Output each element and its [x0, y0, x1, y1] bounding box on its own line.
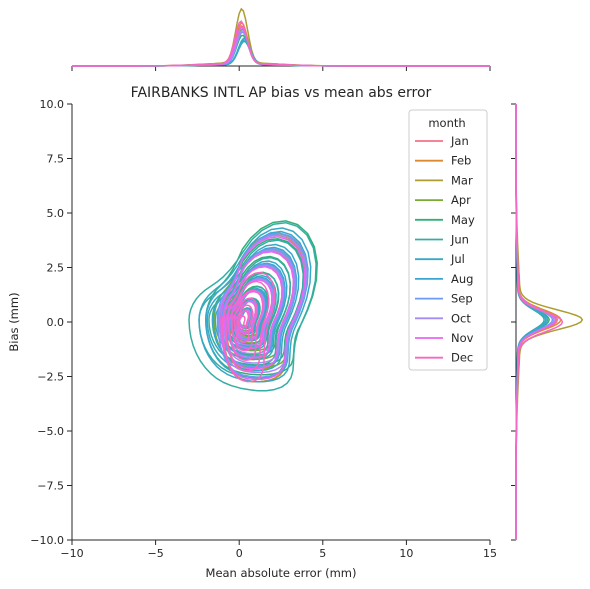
x-tick-label: −10 — [60, 547, 83, 560]
top-marginal-curve-may — [72, 34, 490, 67]
kde-contour-dec — [221, 271, 276, 383]
kde-contour-nov — [227, 265, 283, 359]
kde-contour-sep — [216, 232, 309, 378]
right-marginal-curve-apr — [515, 104, 557, 540]
kde-contour-jun — [208, 256, 291, 367]
top-marginal-curve-aug — [72, 37, 490, 67]
legend-label: Jun — [450, 233, 469, 247]
right-marginal-curve-dec — [515, 104, 564, 540]
top-marginal-curve-nov — [72, 26, 490, 67]
top-marginal-curve-apr — [72, 28, 490, 67]
x-tick-label: 15 — [483, 547, 497, 560]
y-tick-label: 5.0 — [47, 207, 65, 220]
y-tick-label: 0.0 — [47, 316, 65, 329]
x-tick-label: −5 — [147, 547, 163, 560]
right-marginal-curves — [515, 104, 584, 540]
x-tick-label: 5 — [319, 547, 326, 560]
kde-contour-jun — [188, 221, 317, 392]
kde-contour-nov — [223, 250, 295, 370]
right-marginal-kde — [511, 103, 584, 541]
y-tick-label: 7.5 — [47, 153, 65, 166]
kde-contour-oct — [218, 234, 308, 374]
chart-title: FAIRBANKS INTL AP bias vs mean abs error — [131, 85, 432, 101]
legend-label: May — [451, 213, 475, 227]
legend-label: Feb — [451, 154, 471, 168]
right-marginal-ticks — [511, 103, 516, 541]
kde-contour-jul — [214, 260, 288, 361]
y-tick-label: 2.5 — [47, 262, 65, 275]
y-tick-label: −10.0 — [30, 534, 64, 547]
kde-contour-dec — [233, 304, 254, 344]
kde-contour-dec — [225, 280, 270, 372]
top-marginal-curve-oct — [72, 29, 490, 67]
kde-contour-dec — [237, 315, 246, 330]
kde-contour-nov — [220, 236, 306, 381]
y-tick-label: −2.5 — [37, 371, 64, 384]
legend-label: Apr — [451, 193, 471, 207]
legend-label: Sep — [451, 292, 473, 306]
right-marginal-curve-nov — [515, 104, 557, 540]
legend-label: Nov — [451, 331, 474, 345]
legend-label: Dec — [451, 351, 473, 365]
top-marginal-curves — [72, 7, 490, 67]
legend-label: Jan — [450, 134, 469, 148]
y-tick-label: −7.5 — [37, 480, 64, 493]
legend-label: Oct — [451, 311, 471, 325]
top-marginal-kde — [71, 7, 491, 71]
legend-frame — [408, 109, 488, 371]
top-marginal-curve-dec — [72, 20, 490, 67]
x-axis-label: Mean absolute error (mm) — [206, 566, 357, 580]
x-ticks: −10 −5 0 5 10 15 — [60, 540, 497, 560]
legend-title: month — [428, 116, 465, 130]
kde-contour-aug — [235, 299, 259, 334]
legend-label: Mar — [451, 173, 473, 187]
top-marginal-curve-jun — [72, 40, 490, 67]
kde-contour-jul — [198, 227, 312, 383]
y-ticks: −10.0 −7.5 −5.0 −2.5 0.0 2.5 5.0 7.5 10.0 — [30, 98, 72, 547]
legend-label: Jul — [450, 252, 465, 266]
y-tick-label: 10.0 — [40, 98, 65, 111]
legend-label: Aug — [451, 272, 473, 286]
legend-items: Jan Feb Mar Apr May Jun Jul Aug Sep Oct Nov Dec — [415, 134, 475, 365]
kde-contour-group — [188, 220, 318, 392]
top-marginal-curve-sep — [72, 31, 490, 67]
top-marginal-curve-jul — [72, 39, 490, 67]
x-tick-label: 10 — [399, 547, 413, 560]
main-plot-area: −10 −5 0 5 10 15 −10.0 −7.5 −5.0 −2.5 0.0 2.5 5.0 7.… — [7, 85, 497, 580]
x-tick-label: 0 — [236, 547, 243, 560]
top-marginal-curve-feb — [72, 21, 490, 67]
kde-contour-dec — [231, 297, 258, 352]
kde-contour-jul — [206, 243, 300, 372]
right-marginal-curve-jul — [515, 104, 547, 540]
y-tick-label: −5.0 — [37, 425, 64, 438]
top-marginal-curve-jan — [72, 24, 490, 67]
top-marginal-ticks — [71, 66, 491, 71]
y-axis-label: Bias (mm) — [7, 292, 21, 351]
legend: month Jan Feb Mar Apr May Jun Jul Aug Sep Oct Nov D… — [408, 109, 488, 371]
kde-contour-dec — [228, 289, 264, 361]
right-marginal-curve-jun — [515, 104, 545, 540]
kde-contour-dec — [236, 310, 250, 336]
top-marginal-curve-mar — [72, 7, 490, 67]
